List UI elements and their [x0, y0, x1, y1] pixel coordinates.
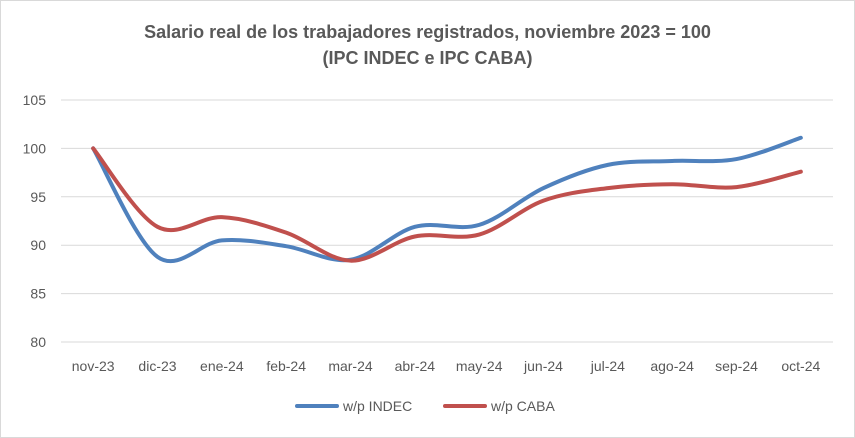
- legend: w/p INDEC w/p CABA: [295, 398, 555, 414]
- data-point: [542, 186, 546, 190]
- chart-subtitle: (IPC INDEC e IPC CABA): [322, 48, 533, 68]
- series-line-caba: [91, 146, 803, 263]
- y-tick-label: 80: [30, 334, 46, 350]
- data-point: [91, 146, 95, 150]
- data-point: [413, 225, 417, 229]
- x-tick-label: sep-24: [715, 358, 758, 374]
- data-point: [220, 238, 224, 242]
- data-point: [799, 136, 803, 140]
- series-lines: [91, 135, 803, 264]
- x-tick-label: jul-24: [590, 358, 625, 374]
- gridlines: [61, 99, 833, 343]
- data-point: [670, 182, 674, 186]
- data-point: [799, 170, 803, 174]
- chart-title: Salario real de los trabajadores registr…: [144, 22, 711, 42]
- y-axis-ticks: 80 85 90 95 100 105: [23, 92, 47, 350]
- y-tick-label: 85: [30, 286, 46, 302]
- data-point: [220, 215, 224, 219]
- data-point: [284, 244, 288, 248]
- series-line-indec: [91, 135, 803, 264]
- x-tick-label: dic-23: [138, 358, 176, 374]
- data-point: [349, 259, 353, 263]
- data-point: [284, 231, 288, 235]
- data-point: [606, 186, 610, 190]
- y-tick-label: 90: [30, 237, 46, 253]
- data-point: [542, 199, 546, 203]
- chart-title-block: Salario real de los trabajadores registr…: [1, 19, 854, 71]
- x-axis-ticks: nov-23 dic-23 ene-24 feb-24 mar-24 abr-24 may-…: [72, 358, 821, 374]
- y-tick-label: 100: [23, 140, 47, 156]
- x-tick-label: mar-24: [328, 358, 373, 374]
- x-tick-label: ene-24: [200, 358, 244, 374]
- x-tick-label: nov-23: [72, 358, 115, 374]
- x-tick-label: feb-24: [266, 358, 306, 374]
- x-tick-label: may-24: [456, 358, 503, 374]
- x-tick-label: ago-24: [650, 358, 694, 374]
- data-point: [735, 185, 739, 189]
- data-point: [606, 163, 610, 167]
- x-tick-label: abr-24: [395, 358, 436, 374]
- data-point: [477, 233, 481, 237]
- x-tick-label: oct-24: [781, 358, 820, 374]
- data-point: [477, 223, 481, 227]
- data-point: [156, 225, 160, 229]
- y-tick-label: 105: [23, 92, 47, 108]
- x-tick-label: jun-24: [523, 358, 563, 374]
- data-point: [670, 159, 674, 163]
- y-tick-label: 95: [30, 189, 46, 205]
- data-point: [735, 157, 739, 161]
- data-point: [156, 255, 160, 259]
- legend-label: w/p CABA: [490, 398, 555, 414]
- legend-label: w/p INDEC: [342, 398, 412, 414]
- data-point: [413, 234, 417, 238]
